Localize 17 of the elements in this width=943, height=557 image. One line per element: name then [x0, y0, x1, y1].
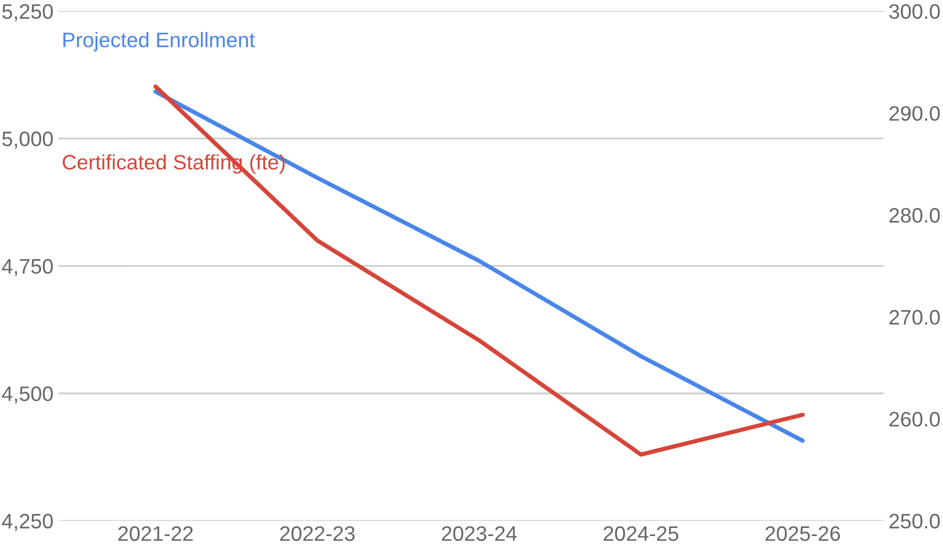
x-tick-label: 2021-22 [118, 526, 193, 541]
y2-tick-label: 260.0 [890, 412, 940, 427]
y-tick-label: 4,750 [2, 258, 53, 276]
y-tick-label: 5,000 [2, 132, 53, 149]
y-tick-label: 4,250 [2, 514, 53, 532]
y2-tick-label: 300.0 [889, 4, 940, 19]
x-tick-label: 2024-25 [604, 526, 678, 541]
y-tick-label: 4,500 [2, 386, 53, 404]
x-tick-label: 2022-23 [280, 526, 355, 541]
y-tick-label: 5,250 [2, 4, 53, 22]
y2-tick-label: 290.0 [890, 106, 940, 121]
y2-tick-label: 270.0 [890, 310, 940, 325]
x-tick-label: 2023-24 [442, 526, 517, 541]
x-tick-label: 2025-26 [766, 526, 840, 541]
y2-tick-label: 280.0 [890, 208, 940, 223]
text: Projected Enrollment [63, 32, 255, 52]
y2-tick-label: 250.0 [890, 514, 940, 529]
